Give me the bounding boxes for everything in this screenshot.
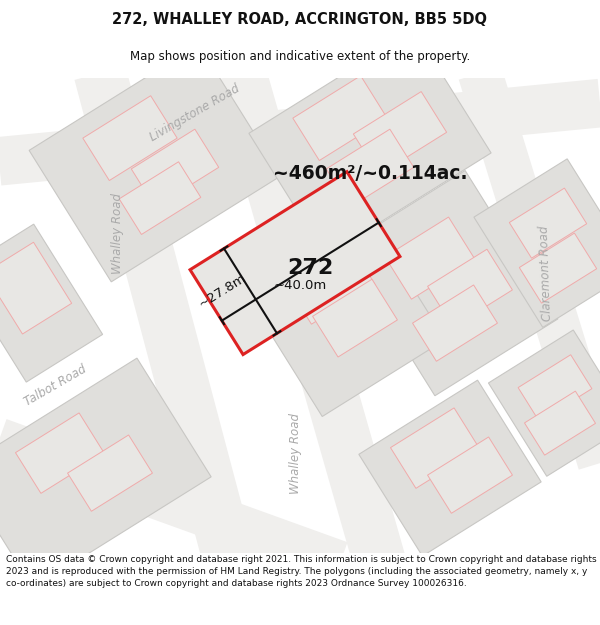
- Bar: [249, 30, 491, 256]
- Bar: [385, 217, 475, 299]
- Text: Map shows position and indicative extent of the property.: Map shows position and indicative extent…: [130, 50, 470, 62]
- Bar: [391, 408, 479, 488]
- Bar: [428, 437, 512, 513]
- Bar: [119, 162, 201, 234]
- Bar: [474, 159, 600, 328]
- Bar: [0, 242, 71, 334]
- Text: Talbot Road: Talbot Road: [22, 362, 88, 408]
- Bar: [16, 413, 104, 493]
- Bar: [428, 249, 512, 327]
- Text: Livingstone Road: Livingstone Road: [148, 82, 242, 144]
- Bar: [29, 44, 281, 282]
- Text: Claremont Road: Claremont Road: [538, 225, 554, 321]
- Text: ~27.8m: ~27.8m: [196, 271, 248, 311]
- Text: Whalley Road: Whalley Road: [289, 412, 302, 494]
- Bar: [0, 358, 211, 588]
- Bar: [518, 355, 592, 421]
- Bar: [190, 172, 400, 354]
- Text: 272, WHALLEY ROAD, ACCRINGTON, BB5 5DQ: 272, WHALLEY ROAD, ACCRINGTON, BB5 5DQ: [113, 12, 487, 27]
- Bar: [353, 92, 446, 174]
- Text: ~40.0m: ~40.0m: [274, 279, 327, 292]
- Bar: [83, 96, 177, 181]
- Bar: [326, 129, 414, 207]
- Bar: [235, 200, 445, 416]
- Bar: [509, 188, 587, 258]
- Bar: [68, 435, 152, 511]
- Bar: [520, 233, 596, 303]
- Bar: [359, 380, 541, 556]
- Text: ~460m²/~0.114ac.: ~460m²/~0.114ac.: [273, 164, 467, 182]
- Text: 272: 272: [287, 258, 333, 278]
- Bar: [285, 242, 375, 324]
- Text: Contains OS data © Crown copyright and database right 2021. This information is : Contains OS data © Crown copyright and d…: [6, 555, 596, 588]
- Bar: [413, 285, 497, 361]
- Bar: [342, 171, 558, 396]
- Bar: [488, 330, 600, 476]
- Bar: [0, 224, 103, 382]
- Bar: [524, 391, 596, 455]
- Text: Whalley Road: Whalley Road: [112, 192, 125, 274]
- Bar: [313, 279, 397, 357]
- Bar: [131, 129, 219, 207]
- Bar: [293, 76, 387, 161]
